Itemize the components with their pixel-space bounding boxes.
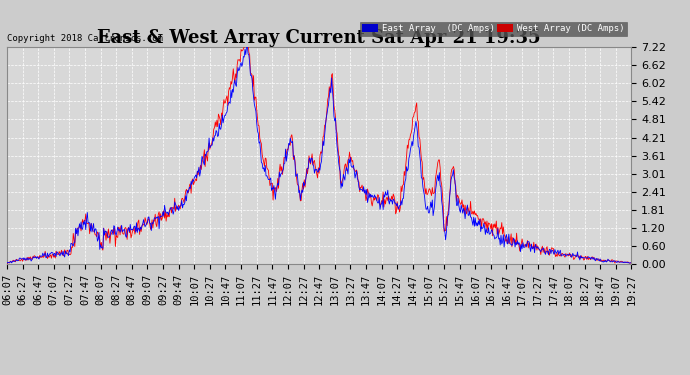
Text: Copyright 2018 Cartronics.com: Copyright 2018 Cartronics.com: [7, 33, 163, 42]
Title: East & West Array Current Sat Apr 21 19:35: East & West Array Current Sat Apr 21 19:…: [97, 29, 541, 47]
Legend: East Array  (DC Amps), West Array (DC Amps): East Array (DC Amps), West Array (DC Amp…: [359, 22, 627, 36]
